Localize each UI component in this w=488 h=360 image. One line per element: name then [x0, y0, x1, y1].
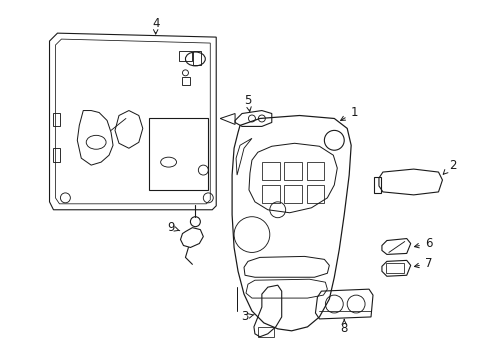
Bar: [193, 51, 201, 65]
Bar: [257, 327, 273, 337]
Bar: [262, 162, 279, 180]
Text: 5: 5: [244, 94, 251, 112]
Text: 9: 9: [166, 221, 180, 234]
Text: 3: 3: [241, 310, 254, 323]
Bar: [148, 118, 208, 190]
Bar: [373, 177, 380, 193]
Bar: [53, 113, 61, 126]
Bar: [262, 185, 279, 203]
Text: 7: 7: [414, 257, 431, 270]
Bar: [53, 148, 61, 162]
Bar: [306, 162, 324, 180]
Text: 8: 8: [340, 319, 347, 336]
Text: 2: 2: [442, 159, 455, 174]
Text: 1: 1: [340, 106, 357, 121]
Bar: [182, 77, 190, 85]
Bar: [283, 162, 301, 180]
Bar: [306, 185, 324, 203]
Bar: [385, 264, 403, 273]
Text: 4: 4: [152, 17, 159, 34]
Bar: [178, 51, 192, 61]
Text: 6: 6: [414, 237, 431, 250]
Bar: [283, 185, 301, 203]
